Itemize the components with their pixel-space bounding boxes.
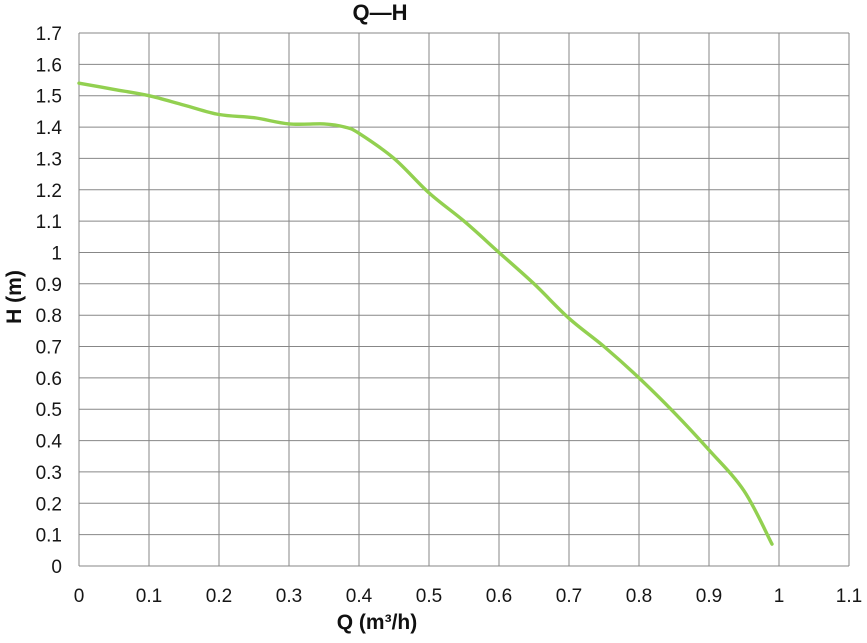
x-tick-label: 0.5	[416, 586, 442, 607]
y-tick-label: 1.5	[36, 87, 62, 108]
y-tick-label: 1.3	[36, 149, 62, 170]
y-tick-label: 1.2	[36, 181, 62, 202]
y-tick-label: 1	[51, 244, 62, 265]
x-tick-label: 0.7	[556, 586, 582, 607]
x-tick-label: 0.1	[136, 586, 162, 607]
x-tick-label: 0.9	[696, 586, 722, 607]
x-tick-label: 0.3	[276, 586, 302, 607]
x-axis-title: Q (m³/h)	[336, 611, 418, 634]
y-tick-label: 1.7	[36, 24, 62, 45]
qh-curve	[77, 81, 774, 546]
y-tick-label: 0.9	[36, 275, 62, 296]
y-tick-label: 0	[51, 557, 62, 578]
y-tick-label: 1.6	[36, 55, 62, 76]
x-tick-label: 0.4	[346, 586, 373, 607]
y-tick-label: 0.2	[36, 494, 62, 515]
y-tick-label: 0.8	[36, 306, 62, 327]
y-tick-label: 0.6	[36, 369, 62, 390]
chart-title: Q—H	[352, 0, 408, 25]
y-tick-label: 0.7	[36, 338, 62, 359]
x-tick-label: 0.2	[206, 586, 232, 607]
x-tick-label: 1	[774, 586, 785, 607]
y-tick-label: 1.1	[36, 212, 62, 233]
x-tick-label: 0.6	[486, 586, 512, 607]
x-tick-label: 0	[74, 586, 85, 607]
x-tick-label: 1.1	[836, 586, 862, 607]
y-tick-label: 1.4	[36, 118, 63, 139]
y-tick-label: 0.5	[36, 400, 62, 421]
x-tick-label: 0.8	[626, 586, 652, 607]
y-tick-label: 0.4	[36, 432, 63, 453]
y-tick-label: 0.3	[36, 463, 62, 484]
y-tick-label: 0.1	[36, 526, 62, 547]
